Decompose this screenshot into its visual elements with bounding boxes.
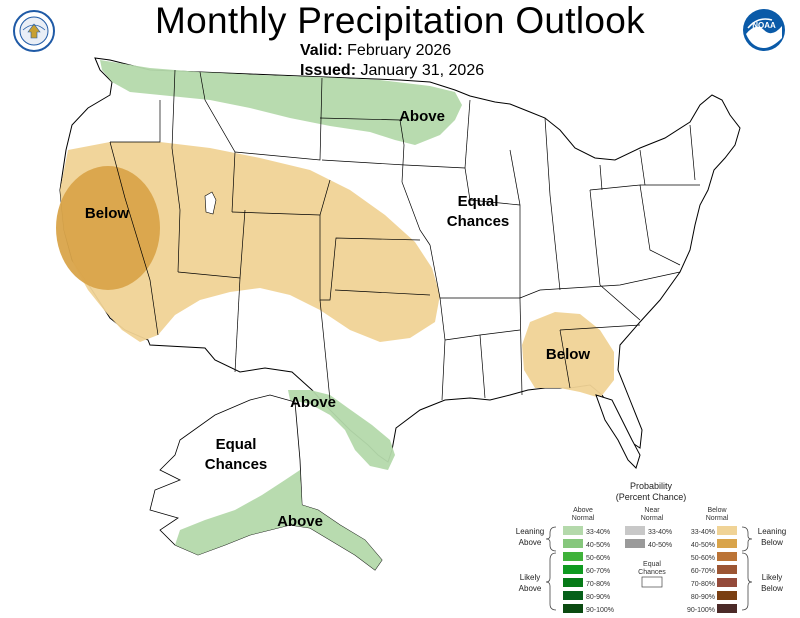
legend-above-header-1: Above bbox=[573, 507, 593, 514]
valid-value: February 2026 bbox=[347, 42, 452, 59]
legend-below-label-0: 33-40% bbox=[691, 529, 715, 536]
legend-below-swatch-1 bbox=[717, 539, 737, 548]
legend-leaning-below-1: Leaning bbox=[758, 527, 786, 536]
legend-above-swatch-4 bbox=[563, 578, 583, 587]
brace-likely-below bbox=[741, 552, 753, 611]
legend-above-label-6: 90-100% bbox=[586, 607, 614, 614]
legend-leaning-below-2: Below bbox=[761, 538, 783, 547]
legend-likely-above-2: Above bbox=[519, 584, 542, 593]
legend-near-swatch-1 bbox=[625, 539, 645, 548]
legend-below-label-5: 80-90% bbox=[691, 594, 715, 601]
legend-above-header-2: Normal bbox=[572, 515, 595, 522]
valid-label: Valid: bbox=[300, 42, 343, 59]
below-west-region bbox=[60, 142, 440, 342]
legend-above-swatch-5 bbox=[563, 591, 583, 600]
label-above-alaska: Above bbox=[277, 513, 323, 530]
page-title: Monthly Precipitation Outlook bbox=[155, 0, 645, 41]
legend-equal-2: Chances bbox=[638, 569, 666, 576]
great-salt-lake bbox=[204, 191, 217, 215]
legend-near-label-1: 40-50% bbox=[648, 542, 672, 549]
legend-equal-1: Equal bbox=[643, 561, 661, 568]
legend-near-swatch-0 bbox=[625, 526, 645, 535]
above-alaska-region bbox=[175, 470, 382, 570]
legend-leaning-above-1: Leaning bbox=[516, 527, 544, 536]
legend-below-header-1: Below bbox=[707, 507, 727, 514]
label-below-southeast: Below bbox=[546, 346, 591, 363]
valid-line: Valid: February 2026 bbox=[300, 42, 451, 60]
noaa-logo-icon: NOAA bbox=[743, 9, 785, 51]
legend-below-label-2: 50-60% bbox=[691, 555, 715, 562]
legend-likely-below-2: Below bbox=[761, 584, 783, 593]
legend-below-swatch-0 bbox=[717, 526, 737, 535]
legend-near-header-2: Normal bbox=[641, 515, 664, 522]
legend-above-label-1: 40-50% bbox=[586, 542, 610, 549]
legend-near-label-0: 33-40% bbox=[648, 529, 672, 536]
below-california-core bbox=[56, 166, 160, 290]
label-above-north: Above bbox=[399, 108, 445, 125]
brace-leaning-above bbox=[545, 526, 557, 552]
state-borders bbox=[109, 69, 700, 401]
legend: Probability (Percent Chance) Above Norma… bbox=[516, 481, 786, 614]
legend-above-swatch-0 bbox=[563, 526, 583, 535]
legend-above-swatch-3 bbox=[563, 565, 583, 574]
legend-below-label-4: 70-80% bbox=[691, 581, 715, 588]
legend-above-label-2: 50-60% bbox=[586, 555, 610, 562]
legend-above-label-5: 80-90% bbox=[586, 594, 610, 601]
legend-above-swatch-1 bbox=[563, 539, 583, 548]
commerce-seal-icon bbox=[13, 10, 55, 52]
issued-line: Issued: January 31, 2026 bbox=[300, 62, 484, 80]
above-texas-region bbox=[288, 390, 395, 470]
legend-leaning-above-2: Above bbox=[519, 538, 542, 547]
florida-outline bbox=[595, 394, 641, 469]
legend-title-1: Probability bbox=[630, 481, 673, 491]
legend-below-swatch-4 bbox=[717, 578, 737, 587]
label-above-texas: Above bbox=[290, 394, 336, 411]
label-equal-conus-1: Equal bbox=[458, 193, 499, 210]
legend-above-label-0: 33-40% bbox=[586, 529, 610, 536]
legend-above-label-4: 70-80% bbox=[586, 581, 610, 588]
legend-below-label-3: 60-70% bbox=[691, 568, 715, 575]
legend-above-swatch-6 bbox=[563, 604, 583, 613]
above-north-region bbox=[100, 60, 462, 145]
legend-title-2: (Percent Chance) bbox=[616, 492, 687, 502]
label-below-west: Below bbox=[85, 205, 130, 222]
legend-near-header-1: Near bbox=[644, 507, 660, 514]
legend-likely-above-1: Likely bbox=[520, 573, 540, 582]
legend-above-swatch-2 bbox=[563, 552, 583, 561]
below-southeast-region bbox=[522, 312, 614, 398]
legend-equal-swatch bbox=[641, 576, 663, 588]
legend-below-bins: 33-40% 40-50% 50-60% 60-70% 70-80% 80-90% 90-1… bbox=[687, 526, 737, 614]
label-equal-alaska-2: Chances bbox=[205, 456, 268, 473]
legend-above-bins: 33-40% 40-50% 50-60% 60-70% 70-80% 80-90% 90-1… bbox=[563, 526, 614, 614]
legend-below-swatch-3 bbox=[717, 565, 737, 574]
legend-below-label-6: 90-100% bbox=[687, 607, 715, 614]
issued-label: Issued: bbox=[300, 62, 357, 79]
noaa-logo-text: NOAA bbox=[752, 21, 776, 30]
label-equal-alaska-1: Equal bbox=[216, 436, 257, 453]
legend-below-swatch-6 bbox=[717, 604, 737, 613]
label-equal-conus-2: Chances bbox=[447, 213, 510, 230]
legend-above-label-3: 60-70% bbox=[586, 568, 610, 575]
legend-likely-below-1: Likely bbox=[762, 573, 782, 582]
brace-leaning-below bbox=[741, 526, 753, 552]
legend-below-label-1: 40-50% bbox=[691, 542, 715, 549]
issued-value: January 31, 2026 bbox=[360, 62, 485, 79]
legend-below-swatch-5 bbox=[717, 591, 737, 600]
brace-likely-above bbox=[545, 552, 557, 611]
legend-below-header-2: Normal bbox=[706, 515, 729, 522]
legend-below-swatch-2 bbox=[717, 552, 737, 561]
legend-near-bins: 33-40% 40-50% bbox=[625, 526, 672, 549]
